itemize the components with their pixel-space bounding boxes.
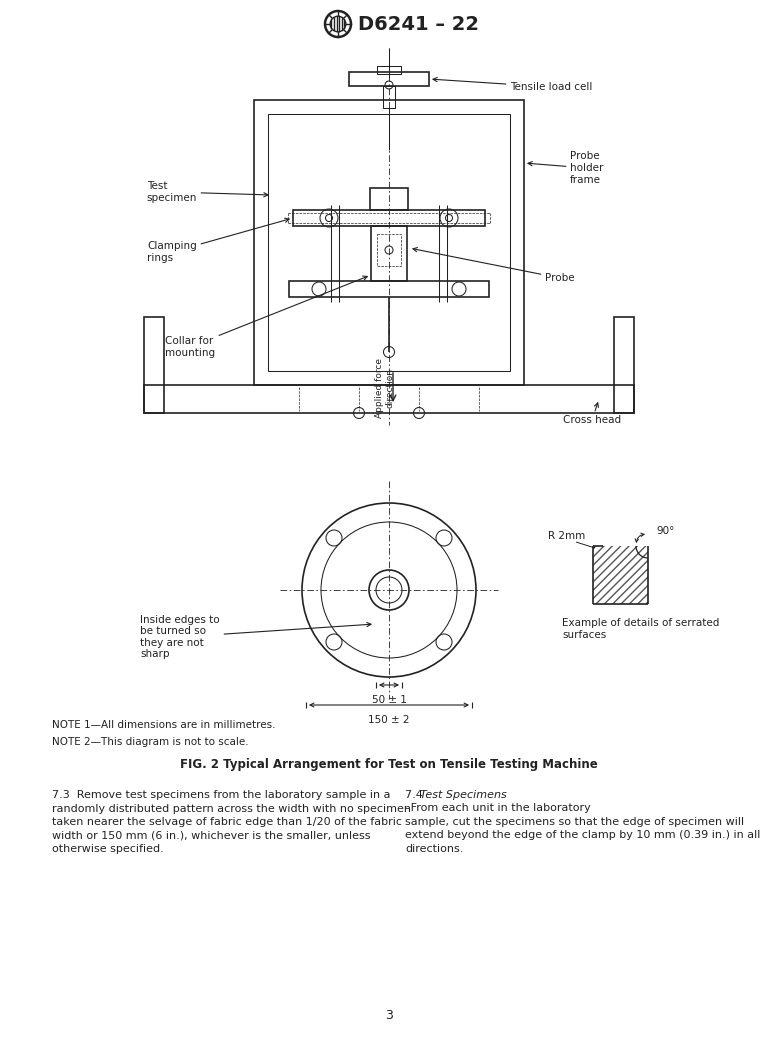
Bar <box>593 545 648 604</box>
Bar <box>370 188 408 210</box>
Text: 7.3  Remove test specimens from the laboratory sample in a
randomly distributed : 7.3 Remove test specimens from the labor… <box>52 790 411 855</box>
Bar <box>377 66 401 74</box>
Bar <box>254 100 524 385</box>
Text: 3: 3 <box>385 1009 393 1022</box>
Text: Cross head: Cross head <box>563 403 621 425</box>
Text: Example of details of serrated
surfaces: Example of details of serrated surfaces <box>562 618 720 639</box>
Text: Test Specimens: Test Specimens <box>420 790 506 799</box>
Bar <box>377 234 401 266</box>
Text: NOTE 1—All dimensions are in millimetres.: NOTE 1—All dimensions are in millimetres… <box>52 720 275 730</box>
Text: R 2mm: R 2mm <box>548 531 585 541</box>
Text: D6241 – 22: D6241 – 22 <box>358 15 479 33</box>
Text: Tensile load cell: Tensile load cell <box>433 77 592 92</box>
Text: 7.4: 7.4 <box>405 790 426 799</box>
Text: 150 ± 2: 150 ± 2 <box>368 715 410 725</box>
Text: Clamping
rings: Clamping rings <box>147 219 289 262</box>
Text: –From each unit in the laboratory
sample, cut the specimens so that the edge of : –From each unit in the laboratory sample… <box>405 803 760 854</box>
Bar <box>289 281 489 297</box>
Text: Test
specimen: Test specimen <box>146 181 268 203</box>
Text: Probe: Probe <box>413 248 575 283</box>
Text: 50 ± 1: 50 ± 1 <box>372 695 406 705</box>
Text: Collar for
mounting: Collar for mounting <box>165 276 367 358</box>
Bar <box>268 115 510 371</box>
Bar <box>144 385 634 413</box>
Text: NOTE 2—This diagram is not to scale.: NOTE 2—This diagram is not to scale. <box>52 737 249 747</box>
Text: Probe
holder
frame: Probe holder frame <box>528 151 604 184</box>
Bar <box>614 318 634 413</box>
Text: Applied force
direction: Applied force direction <box>375 357 394 417</box>
Bar <box>293 210 485 226</box>
Bar <box>371 226 407 281</box>
Bar <box>349 72 429 86</box>
Text: 90°: 90° <box>656 526 675 536</box>
Text: FIG. 2 Typical Arrangement for Test on Tensile Testing Machine: FIG. 2 Typical Arrangement for Test on T… <box>180 758 598 771</box>
Text: Inside edges to
be turned so
they are not
sharp: Inside edges to be turned so they are no… <box>140 614 371 659</box>
Bar <box>383 86 395 108</box>
Bar <box>144 318 164 413</box>
